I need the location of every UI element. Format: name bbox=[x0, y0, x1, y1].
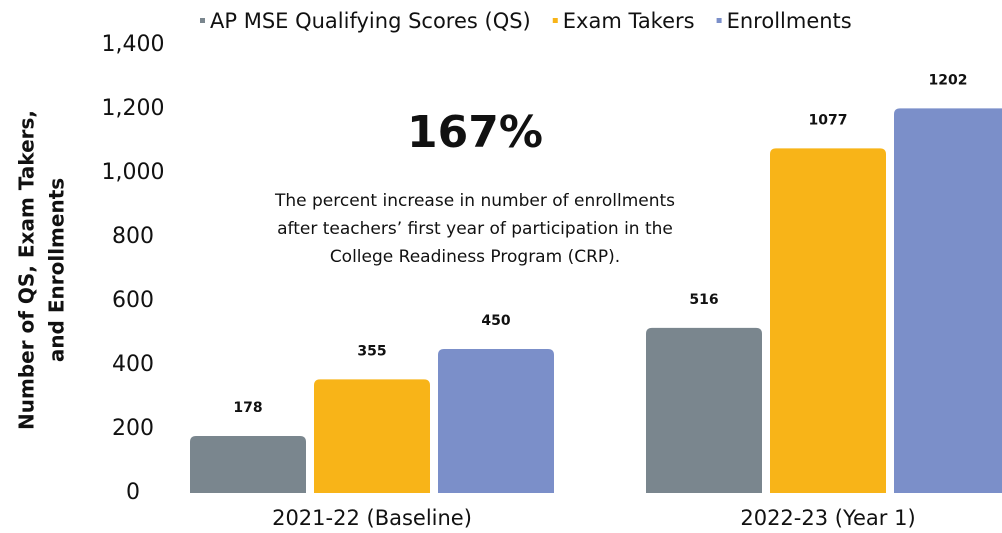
data-label: 1202 bbox=[929, 72, 968, 88]
bar bbox=[314, 379, 430, 493]
x-tick-label: 2021-22 (Baseline) bbox=[272, 506, 472, 530]
y-tick-label: 1,400 bbox=[102, 32, 165, 57]
y-axis-title: Number of QS, Exam Takers, bbox=[15, 110, 39, 430]
y-tick-label: 1,200 bbox=[102, 96, 165, 121]
bar bbox=[190, 436, 306, 493]
y-tick-label: 800 bbox=[112, 224, 154, 249]
y-tick-label: 1,000 bbox=[102, 160, 165, 185]
data-label: 1077 bbox=[809, 112, 848, 128]
legend-label: Exam Takers bbox=[563, 9, 695, 33]
y-tick-label: 200 bbox=[112, 416, 154, 441]
bar bbox=[438, 349, 554, 493]
legend-swatch bbox=[716, 18, 722, 23]
y-tick-label: 0 bbox=[126, 480, 140, 505]
bar bbox=[646, 327, 762, 493]
y-axis-title: and Enrollments bbox=[45, 178, 69, 362]
legend-label: Enrollments bbox=[727, 9, 852, 33]
annotation-text: College Readiness Program (CRP). bbox=[330, 247, 620, 267]
bar bbox=[894, 108, 1002, 493]
data-label: 178 bbox=[233, 400, 262, 416]
y-tick-label: 400 bbox=[112, 352, 154, 377]
bar bbox=[770, 148, 886, 494]
data-label: 450 bbox=[481, 313, 510, 329]
x-tick-label: 2022-23 (Year 1) bbox=[740, 506, 915, 530]
y-tick-label: 600 bbox=[112, 288, 154, 313]
data-label: 516 bbox=[689, 292, 718, 308]
legend-swatch bbox=[200, 18, 205, 23]
annotation-text: after teachers’ first year of participat… bbox=[277, 219, 673, 239]
data-label: 355 bbox=[357, 343, 386, 359]
annotation-text: The percent increase in number of enroll… bbox=[274, 191, 675, 211]
annotation-title: 167% bbox=[407, 107, 543, 158]
legend-swatch bbox=[552, 18, 558, 23]
legend-label: AP MSE Qualifying Scores (QS) bbox=[210, 9, 531, 33]
